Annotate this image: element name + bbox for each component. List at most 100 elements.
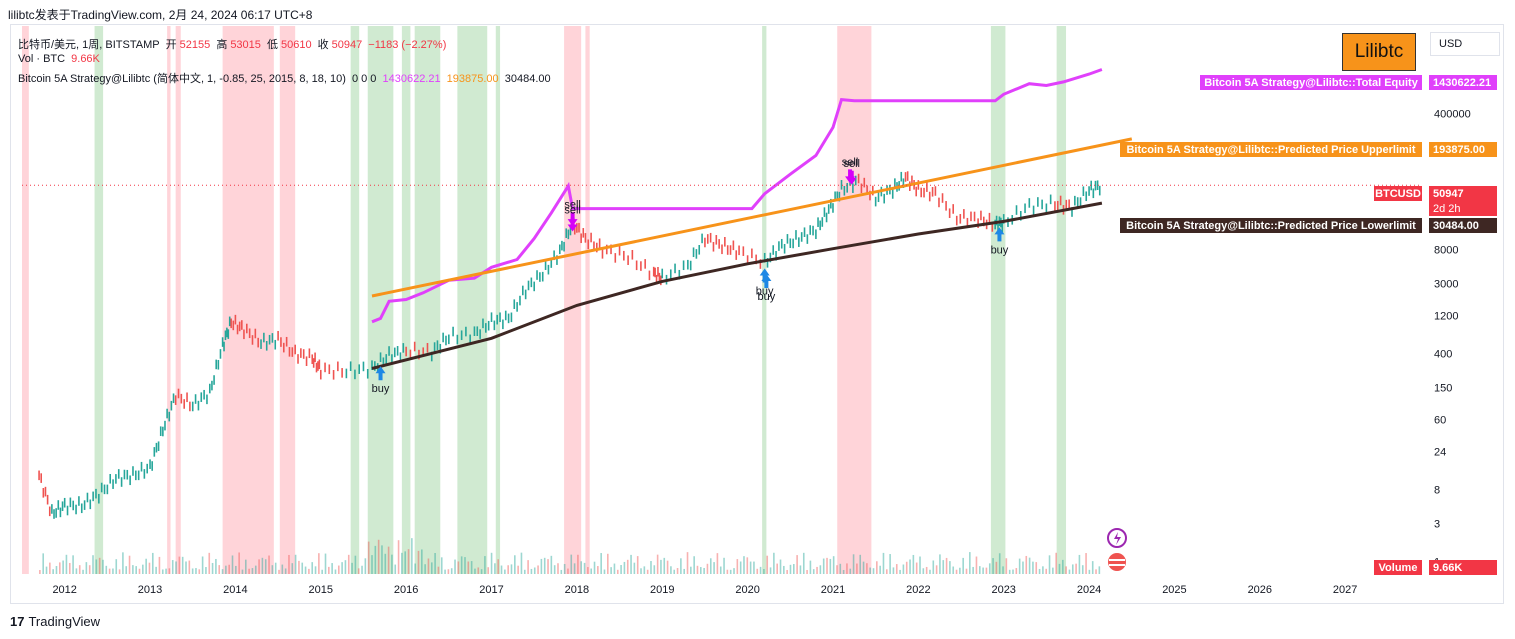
- price-label-text: BTCUSD: [1375, 188, 1421, 200]
- volume-bar: [899, 569, 901, 574]
- symbol-legend[interactable]: 比特币/美元, 1周, BITSTAMP 开 52155 高 53015 低 5061…: [18, 36, 449, 52]
- volume-bar: [361, 565, 363, 574]
- volume-bar: [806, 569, 808, 574]
- volume-bar: [1015, 568, 1018, 574]
- x-tick-label: 2024: [1077, 584, 1101, 596]
- volume-bar: [892, 567, 895, 574]
- close-value: 50947: [331, 39, 363, 51]
- volume-bar: [779, 559, 782, 574]
- volume-bar: [39, 570, 41, 574]
- volume-bar: [494, 563, 496, 574]
- volume-bar: [1081, 565, 1084, 574]
- volume-bar: [487, 567, 490, 574]
- volume-bar: [633, 562, 636, 574]
- volume-bar: [284, 568, 287, 574]
- volume-bar: [666, 560, 669, 574]
- volume-bar: [952, 566, 955, 574]
- volume-bar: [414, 563, 416, 574]
- volume-bar: [447, 569, 450, 574]
- volume-bar: [673, 569, 676, 574]
- volume-bar: [1075, 563, 1077, 574]
- price-value-tag: [1429, 142, 1497, 157]
- volume-bar: [895, 564, 898, 574]
- sell-arrow-icon: [567, 217, 578, 232]
- volume-bar: [616, 569, 619, 574]
- volume-bar: [919, 556, 921, 574]
- volume-bar: [646, 569, 649, 574]
- volume-bar: [112, 568, 114, 574]
- price-label-tag: [1374, 560, 1422, 575]
- buy-zone: [94, 26, 104, 574]
- volume-bar: [676, 568, 679, 574]
- volume-bar: [580, 561, 583, 574]
- volume-bar: [1022, 561, 1024, 574]
- volume-bar: [1068, 569, 1071, 574]
- volume-bar: [849, 568, 852, 574]
- buy-arrow-icon: [375, 366, 386, 381]
- volume-value: 9.66K: [71, 53, 100, 65]
- volume-bar: [235, 565, 237, 574]
- volume-bar: [693, 556, 695, 574]
- volume-bar: [427, 558, 430, 574]
- tradingview-footer[interactable]: 17 TradingView: [10, 614, 100, 629]
- volume-bar: [540, 558, 543, 574]
- volume-bar: [593, 561, 596, 574]
- volume-legend[interactable]: Vol · BTC 9.66K: [18, 53, 103, 65]
- volume-bar: [812, 569, 815, 574]
- currency-button[interactable]: USD: [1430, 32, 1500, 56]
- volume-bar: [793, 564, 795, 574]
- volume-bar: [321, 569, 323, 574]
- volume-bar: [640, 568, 642, 574]
- volume-bar: [852, 554, 855, 574]
- volume-bar: [949, 561, 951, 574]
- volume-bar: [324, 553, 327, 574]
- volume-bar: [1055, 552, 1057, 574]
- series-line-3: [371, 201, 1103, 370]
- volume-bar: [397, 540, 400, 574]
- sell-zone: [279, 26, 296, 574]
- volume-bar: [746, 557, 749, 574]
- buy-zone: [990, 26, 1006, 574]
- x-tick-label: 2013: [138, 584, 162, 596]
- lightning-icon: [1107, 528, 1127, 548]
- volume-bar: [507, 565, 509, 574]
- sell-zone: [585, 26, 590, 574]
- x-tick-label: 2021: [821, 584, 845, 596]
- volume-bar: [128, 555, 131, 574]
- volume-bar: [1078, 554, 1081, 574]
- buy-arrow-icon: [759, 268, 770, 283]
- volume-bar: [125, 566, 128, 574]
- volume-bar: [434, 553, 436, 574]
- volume-bar: [786, 569, 788, 574]
- volume-bar: [1002, 566, 1004, 574]
- strategy-legend[interactable]: Bitcoin 5A Strategy@Lilibtc (简体中文, 1, -0…: [18, 70, 554, 86]
- x-tick-label: 2022: [906, 584, 930, 596]
- volume-bar: [510, 564, 513, 574]
- volume-bar: [802, 552, 805, 574]
- volume-bar: [308, 568, 310, 574]
- volume-bar: [221, 569, 224, 574]
- volume-bar: [211, 562, 214, 574]
- volume-bar: [421, 549, 423, 574]
- volume-bar: [859, 554, 862, 574]
- sell-zone: [837, 26, 872, 574]
- volume-bar: [607, 553, 609, 574]
- volume-bar: [523, 569, 526, 574]
- volume-bar: [889, 554, 891, 574]
- volume-bar: [563, 563, 566, 574]
- volume-bar: [862, 561, 865, 574]
- volume-bar: [557, 563, 559, 574]
- volume-bar: [759, 566, 762, 574]
- buy-arrow-icon: [761, 274, 772, 289]
- volume-bar: [407, 549, 410, 574]
- volume-bar: [191, 568, 194, 574]
- volume-bar: [367, 541, 370, 574]
- x-tick-label: 2026: [1248, 584, 1272, 596]
- volume-bars: [39, 538, 1101, 574]
- volume-bar: [1062, 559, 1064, 574]
- volume-label: Vol · BTC: [18, 53, 66, 65]
- volume-bar: [278, 569, 280, 574]
- volume-bar: [869, 567, 871, 574]
- volume-bar: [517, 565, 519, 574]
